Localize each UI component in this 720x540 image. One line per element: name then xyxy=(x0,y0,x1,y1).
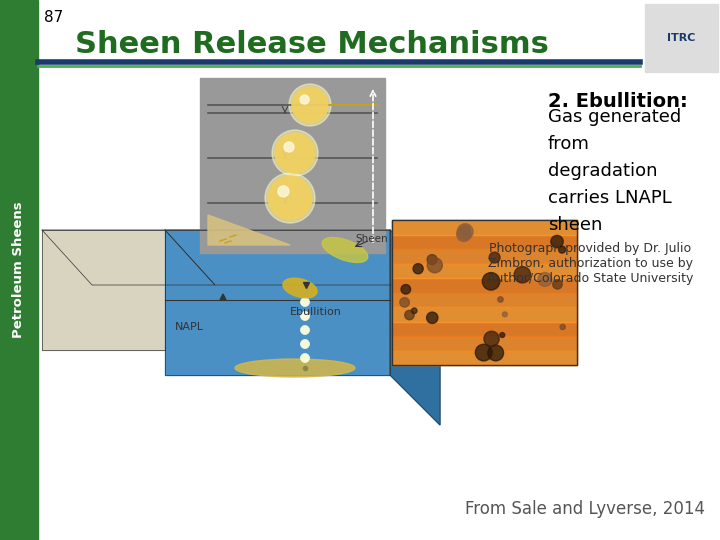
Circle shape xyxy=(272,130,318,176)
Polygon shape xyxy=(42,230,215,285)
Bar xyxy=(392,220,577,365)
Circle shape xyxy=(400,298,410,307)
Circle shape xyxy=(489,252,500,263)
Bar xyxy=(0,0,38,540)
Ellipse shape xyxy=(283,278,317,298)
Circle shape xyxy=(559,246,565,253)
Text: Ebullition: Ebullition xyxy=(290,307,342,317)
Circle shape xyxy=(300,95,309,104)
Bar xyxy=(645,4,718,72)
Bar xyxy=(392,264,577,278)
Polygon shape xyxy=(208,215,290,245)
Text: Sheen Release Mechanisms: Sheen Release Mechanisms xyxy=(75,30,549,59)
Circle shape xyxy=(427,258,442,273)
Bar xyxy=(392,321,577,336)
Text: 2. Ebullition:: 2. Ebullition: xyxy=(548,92,688,111)
Circle shape xyxy=(292,87,328,123)
Circle shape xyxy=(265,173,315,223)
Text: Petroleum Sheens: Petroleum Sheens xyxy=(12,201,25,339)
Circle shape xyxy=(284,142,294,152)
Bar xyxy=(392,336,577,350)
Bar xyxy=(392,350,577,365)
Bar xyxy=(392,234,577,249)
Circle shape xyxy=(413,264,423,274)
Circle shape xyxy=(460,225,470,235)
Bar xyxy=(200,78,385,253)
Bar xyxy=(392,293,577,307)
Circle shape xyxy=(482,273,500,290)
Text: 87: 87 xyxy=(44,10,63,25)
Text: Sheen: Sheen xyxy=(355,234,387,244)
Circle shape xyxy=(401,285,410,294)
Circle shape xyxy=(457,224,473,240)
Circle shape xyxy=(289,84,331,126)
Text: Photograph provided by Dr. Julio
Zimbron, authorization to use by
Author/Colorad: Photograph provided by Dr. Julio Zimbron… xyxy=(487,242,693,285)
Polygon shape xyxy=(165,230,440,285)
Text: From Sale and Lyverse, 2014: From Sale and Lyverse, 2014 xyxy=(465,500,705,518)
Circle shape xyxy=(405,310,414,320)
Polygon shape xyxy=(165,230,390,375)
Circle shape xyxy=(475,344,492,361)
Circle shape xyxy=(300,298,310,307)
Text: NAPL: NAPL xyxy=(175,322,204,332)
Circle shape xyxy=(300,354,310,362)
Bar xyxy=(392,220,577,365)
Polygon shape xyxy=(220,294,226,300)
Circle shape xyxy=(500,333,505,338)
Circle shape xyxy=(268,176,312,220)
Ellipse shape xyxy=(235,359,355,377)
Circle shape xyxy=(560,325,565,329)
Bar xyxy=(392,278,577,293)
Circle shape xyxy=(553,280,562,289)
Circle shape xyxy=(300,312,310,321)
Circle shape xyxy=(498,297,503,302)
Circle shape xyxy=(426,312,438,323)
Polygon shape xyxy=(390,230,440,425)
Circle shape xyxy=(538,273,552,286)
Text: Gas generated
from
degradation
carries LNAPL
sheen: Gas generated from degradation carries L… xyxy=(548,108,681,234)
Circle shape xyxy=(300,340,310,348)
Circle shape xyxy=(275,133,315,173)
Ellipse shape xyxy=(322,238,368,262)
Circle shape xyxy=(427,254,437,265)
Circle shape xyxy=(487,345,503,361)
Polygon shape xyxy=(42,230,165,350)
Bar xyxy=(392,220,577,234)
Circle shape xyxy=(456,227,471,241)
Bar xyxy=(392,307,577,321)
Circle shape xyxy=(300,326,310,334)
Circle shape xyxy=(484,331,499,347)
Circle shape xyxy=(514,267,531,283)
Circle shape xyxy=(551,235,563,248)
Circle shape xyxy=(503,312,508,317)
Circle shape xyxy=(411,308,417,314)
Circle shape xyxy=(278,186,289,197)
Bar xyxy=(392,249,577,264)
Text: ITRC: ITRC xyxy=(667,33,696,43)
